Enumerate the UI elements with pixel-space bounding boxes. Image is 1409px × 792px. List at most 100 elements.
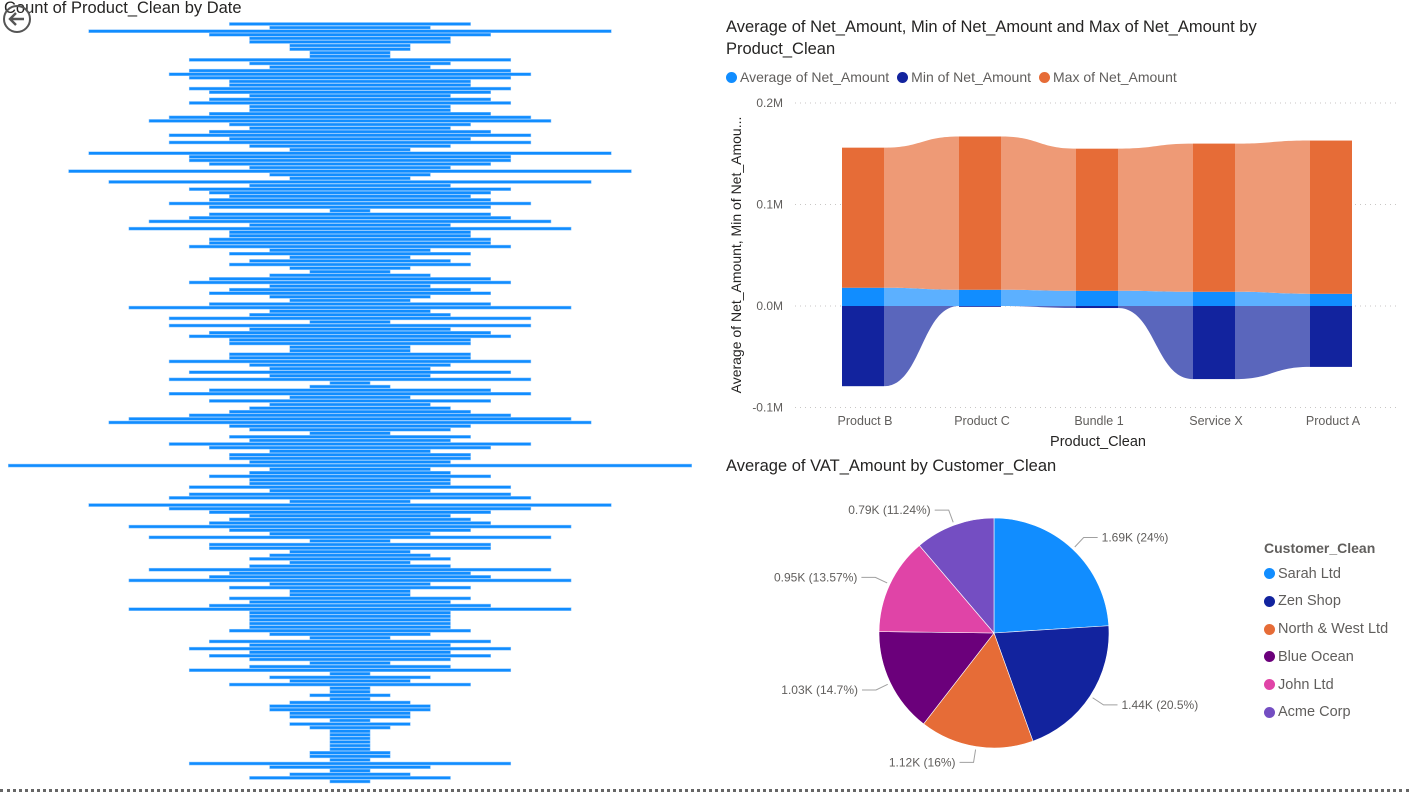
funnel-bar[interactable] — [269, 707, 431, 712]
funnel-bar[interactable] — [229, 517, 471, 522]
funnel-bar[interactable] — [209, 388, 491, 392]
funnel-bar[interactable] — [289, 593, 411, 597]
ribbon-bar[interactable] — [959, 289, 1001, 306]
funnel-bar[interactable] — [188, 370, 512, 374]
funnel-bar[interactable] — [168, 323, 532, 328]
funnel-bar[interactable] — [249, 618, 451, 622]
funnel-bar[interactable] — [8, 463, 692, 468]
funnel-bar[interactable] — [329, 747, 371, 751]
funnel-bar[interactable] — [188, 58, 512, 62]
ribbon-band[interactable] — [1001, 289, 1076, 306]
funnel-bar[interactable] — [209, 510, 491, 514]
funnel-bar[interactable] — [289, 711, 411, 716]
funnel-bar[interactable] — [249, 259, 451, 263]
funnel-bar[interactable] — [269, 632, 431, 637]
funnel-bar[interactable] — [88, 503, 612, 507]
funnel-bar[interactable] — [329, 736, 371, 741]
funnel-bar[interactable] — [188, 68, 512, 73]
funnel-bar[interactable] — [309, 50, 391, 55]
funnel-bar[interactable] — [249, 427, 451, 432]
funnel-bar[interactable] — [309, 751, 391, 755]
funnel-bar[interactable] — [249, 144, 451, 148]
funnel-bar[interactable] — [229, 682, 471, 687]
funnel-bar[interactable] — [209, 639, 491, 644]
funnel-bar[interactable] — [329, 208, 371, 213]
funnel-bar[interactable] — [249, 657, 451, 662]
funnel-bar[interactable] — [209, 237, 491, 242]
funnel-bar[interactable] — [309, 54, 391, 59]
funnel-bar[interactable] — [269, 402, 431, 407]
funnel-bar[interactable] — [188, 761, 512, 766]
funnel-bar[interactable] — [329, 758, 371, 762]
ribbon-band[interactable] — [884, 287, 959, 306]
funnel-bar[interactable] — [269, 366, 431, 371]
funnel-bar[interactable] — [249, 625, 451, 629]
funnel-bar[interactable] — [168, 115, 532, 120]
funnel-bar[interactable] — [168, 359, 532, 364]
funnel-bar[interactable] — [249, 313, 451, 317]
funnel-bar[interactable] — [289, 47, 411, 51]
ribbon-band[interactable] — [1001, 306, 1076, 309]
funnel-bar[interactable] — [209, 654, 491, 658]
funnel-bar[interactable] — [249, 40, 451, 44]
funnel-bar[interactable] — [148, 219, 552, 224]
funnel-bar[interactable] — [168, 316, 532, 321]
funnel-bar[interactable] — [209, 603, 491, 608]
funnel-bar[interactable] — [309, 693, 391, 698]
funnel-bar[interactable] — [309, 539, 391, 543]
funnel-bar[interactable] — [309, 431, 391, 436]
funnel-bar[interactable] — [269, 273, 431, 278]
funnel-bar[interactable] — [188, 101, 512, 105]
funnel-bar[interactable] — [329, 733, 371, 737]
funnel-bar[interactable] — [289, 147, 411, 152]
funnel-bar[interactable] — [168, 201, 532, 206]
ribbon-bar[interactable] — [1193, 143, 1235, 292]
funnel-bar[interactable] — [289, 499, 411, 504]
funnel-bar[interactable] — [269, 675, 431, 680]
funnel-bar[interactable] — [309, 636, 391, 640]
funnel-bar[interactable] — [229, 596, 471, 601]
funnel-bar[interactable] — [289, 395, 411, 400]
ribbon-band[interactable] — [884, 136, 959, 290]
ribbon-band[interactable] — [1118, 290, 1193, 306]
funnel-bar[interactable] — [249, 104, 451, 109]
funnel-bar[interactable] — [309, 725, 391, 730]
funnel-bar[interactable] — [188, 216, 512, 220]
funnel-bar[interactable] — [148, 119, 552, 123]
funnel-bar[interactable] — [249, 406, 451, 410]
funnel-bar[interactable] — [209, 241, 491, 245]
funnel-bar[interactable] — [229, 528, 471, 532]
funnel-bar[interactable] — [128, 226, 572, 231]
funnel-bar[interactable] — [289, 348, 411, 353]
funnel-bar[interactable] — [209, 291, 491, 295]
funnel-bar[interactable] — [68, 169, 632, 173]
funnel-bar[interactable] — [209, 330, 491, 335]
funnel-bar[interactable] — [229, 137, 471, 141]
funnel-bar[interactable] — [269, 488, 431, 493]
funnel-bar[interactable] — [188, 334, 512, 339]
funnel-bar[interactable] — [209, 474, 491, 479]
funnel-bar[interactable] — [88, 29, 612, 33]
funnel-bar[interactable] — [249, 471, 451, 475]
funnel-bar[interactable] — [209, 399, 491, 403]
funnel-bar[interactable] — [269, 284, 431, 288]
funnel-bar[interactable] — [168, 506, 532, 511]
funnel-bar[interactable] — [249, 327, 451, 331]
funnel-bar[interactable] — [148, 535, 552, 540]
funnel-bar[interactable] — [209, 445, 491, 450]
funnel-bar[interactable] — [229, 341, 471, 346]
funnel-bar[interactable] — [269, 65, 431, 69]
funnel-bar[interactable] — [269, 449, 431, 453]
funnel-bar[interactable] — [229, 435, 471, 439]
funnel-bar[interactable] — [168, 442, 532, 446]
pie-slice[interactable] — [993, 517, 1110, 634]
funnel-bar[interactable] — [249, 614, 451, 619]
ribbon-band[interactable] — [884, 306, 959, 387]
funnel-bar[interactable] — [329, 768, 371, 773]
funnel-bar[interactable] — [249, 223, 451, 227]
funnel-bar[interactable] — [289, 772, 411, 777]
funnel-bar[interactable] — [329, 689, 371, 694]
funnel-bar[interactable] — [289, 43, 411, 48]
funnel-bar[interactable] — [108, 420, 592, 425]
funnel-bar[interactable] — [249, 165, 451, 170]
